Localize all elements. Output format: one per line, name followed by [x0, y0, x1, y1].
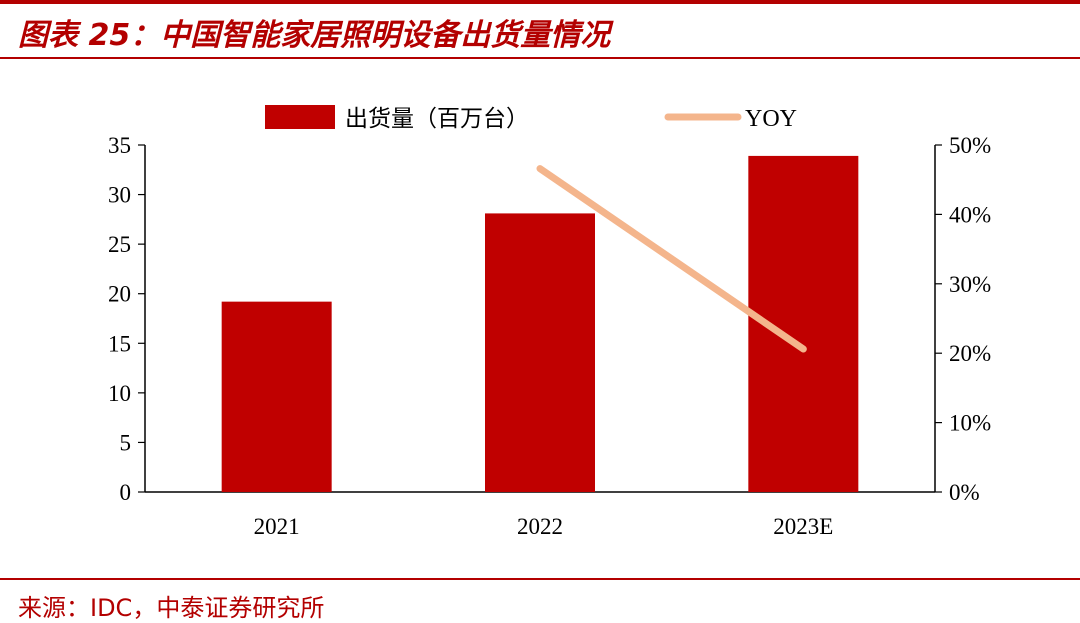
- legend-swatch-bar: [265, 105, 335, 129]
- legend-label-bar: 出货量（百万台）: [345, 106, 529, 132]
- title-rule: [0, 57, 1080, 59]
- left-tick-label: 20: [108, 282, 131, 307]
- left-tick-label: 30: [108, 183, 131, 208]
- chart: 0 5 10 15 20 25 30 35 0% 10% 20% 30% 40% 50% 2021 2022 2…: [108, 105, 991, 539]
- left-tick-label: 10: [108, 381, 131, 406]
- right-tick-label: 0%: [949, 480, 980, 505]
- right-tick-label: 50%: [949, 133, 991, 158]
- left-tick-label: 35: [108, 133, 131, 158]
- left-tick-label: 25: [108, 232, 131, 257]
- source-note: 来源：IDC，中泰证券研究所: [18, 594, 325, 622]
- right-tick-label: 10%: [949, 411, 991, 436]
- bar: [485, 213, 595, 492]
- right-tick-label: 20%: [949, 341, 991, 366]
- bar: [221, 301, 332, 492]
- right-tick-label: 40%: [949, 202, 991, 227]
- left-tick-label: 15: [108, 331, 131, 356]
- top-rule: [0, 0, 1080, 4]
- legend-label-line: YOY: [745, 106, 797, 132]
- x-tick-label: 2023E: [773, 514, 833, 539]
- left-tick-label: 0: [120, 480, 132, 505]
- left-tick-label: 5: [120, 430, 132, 455]
- yoy-line: [536, 165, 807, 353]
- x-tick-label: 2021: [254, 514, 300, 539]
- figure-title: 图表 25：中国智能家居照明设备出货量情况: [18, 18, 611, 53]
- bottom-rule: [0, 578, 1080, 580]
- right-tick-label: 30%: [949, 272, 991, 297]
- x-tick-label: 2022: [517, 514, 563, 539]
